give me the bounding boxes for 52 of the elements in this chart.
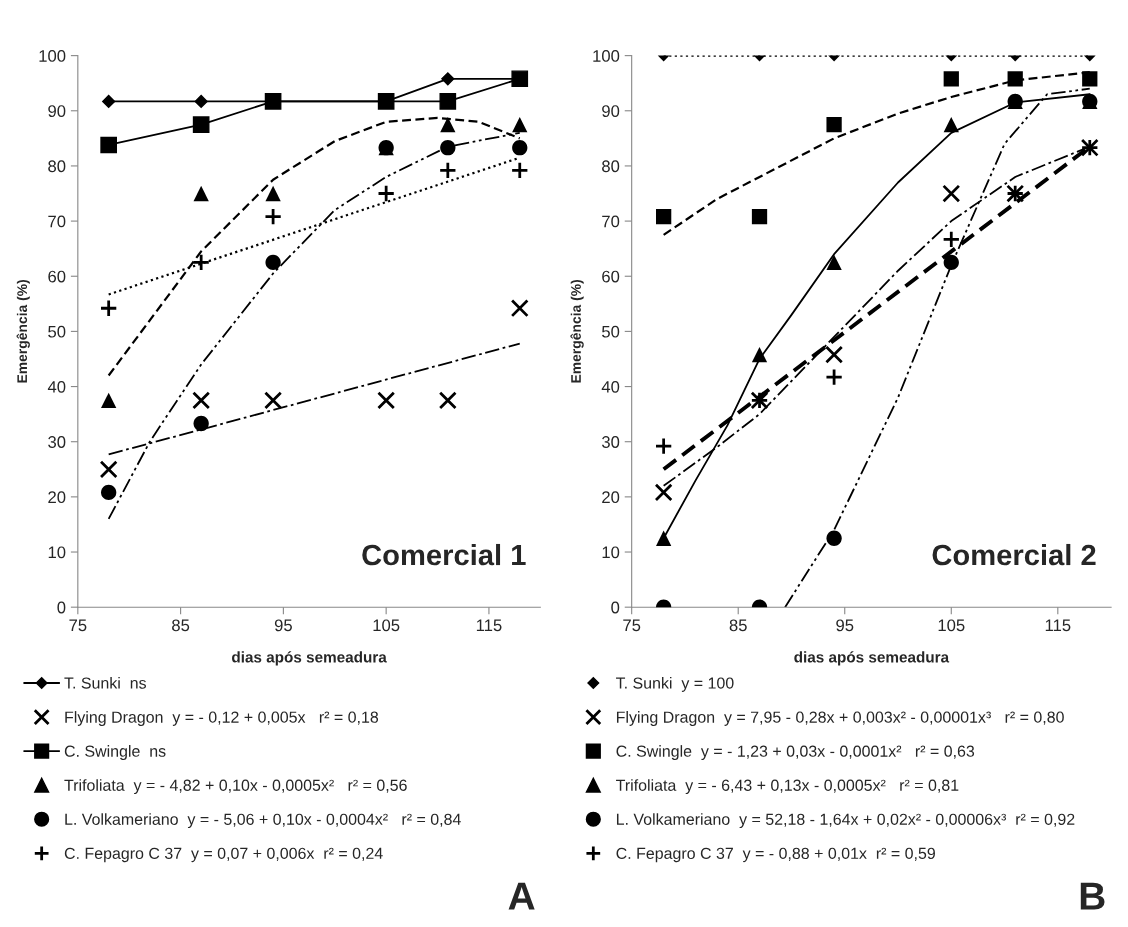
legend-label: C. Swingle y = - 1,23 + 0,03x - 0,0001x² r² = 0,63 (616, 745, 975, 760)
y-tick-label: 0 (611, 601, 620, 614)
x-axis-title: dias após semeadura (232, 651, 387, 666)
legend-label: T. Sunki y = 100 (616, 677, 734, 692)
y-tick-label: 20 (48, 491, 66, 504)
y-tick-label: 40 (601, 380, 620, 393)
y-tick-label: 70 (602, 215, 620, 228)
y-tick-label: 50 (602, 325, 620, 338)
x-axis-title: dias após semeadura (794, 651, 950, 666)
legend-label: Trifoliata y = - 6,43 + 0,13x - 0,0005x² r² = 0,81 (616, 779, 959, 795)
y-tick-label: 20 (602, 491, 620, 504)
y-tick-label: 100 (39, 50, 66, 62)
y-tick-label: 90 (602, 105, 620, 117)
legend-label: Flying Dragon y = - 0,12 + 0,005x r² = 0,18 (65, 711, 379, 726)
x-tick-label: 75 (623, 619, 641, 632)
y-tick-label: 40 (47, 380, 66, 393)
legend-label: C. Swingle ns (64, 745, 166, 760)
x-tick-label: 115 (1045, 619, 1071, 632)
legend-label: C. Fepagro C 37 y = 0,07 + 0,006x r² = 0,24 (64, 847, 383, 863)
x-tick-label: 115 (476, 619, 502, 632)
text: A (508, 882, 535, 910)
y-tick-label: 60 (48, 270, 66, 283)
y-tick-label: 50 (48, 325, 66, 338)
annotation: Comercial 1 (362, 543, 526, 566)
x-tick-label: 95 (274, 619, 292, 632)
x-tick-label: 105 (373, 619, 400, 632)
x-tick-label: 75 (69, 619, 87, 632)
annotation: Comercial 2 (932, 543, 1096, 566)
y-tick-label: 80 (48, 160, 66, 173)
y-tick-label: 30 (48, 436, 66, 448)
legend-label: Flying Dragon y = 7,95 - 0,28x + 0,003x² - 0,00001x³ r² = 0,80 (616, 711, 1064, 726)
legend-label: C. Fepagro C 37 y = - 0,88 + 0,01x r² = 0,59 (616, 847, 935, 863)
legend-label: T. Sunki ns (64, 677, 147, 689)
y-tick-label: 0 (57, 601, 66, 614)
y-tick-label: 10 (48, 546, 66, 559)
y-axis-title: Emergência (%) (16, 279, 30, 383)
x-tick-label: 95 (836, 619, 854, 632)
text: B (1080, 882, 1105, 910)
x-tick-label: 105 (938, 619, 965, 632)
y-tick-label: 100 (593, 50, 620, 62)
y-tick-label: 10 (602, 546, 620, 559)
x-tick-label: 85 (729, 619, 747, 632)
y-tick-label: 80 (602, 160, 620, 173)
y-tick-label: 60 (602, 270, 620, 283)
y-tick-label: 70 (48, 215, 66, 228)
legend-label: L. Volkameriano y = - 5,06 + 0,10x - 0,0004x² r² = 0,84 (65, 813, 461, 829)
y-tick-label: 90 (48, 105, 66, 117)
y-tick-label: 30 (601, 436, 620, 448)
y-axis-title: Emergência (%) (570, 279, 584, 383)
legend-label: L. Volkameriano y = 52,18 - 1,64x + 0,02x² - 0,00006x³ r² = 0,92 (616, 813, 1075, 829)
legend-label: Trifoliata y = - 4,82 + 0,10x - 0,0005x² r² = 0,56 (64, 779, 407, 795)
x-tick-label: 85 (172, 619, 190, 632)
